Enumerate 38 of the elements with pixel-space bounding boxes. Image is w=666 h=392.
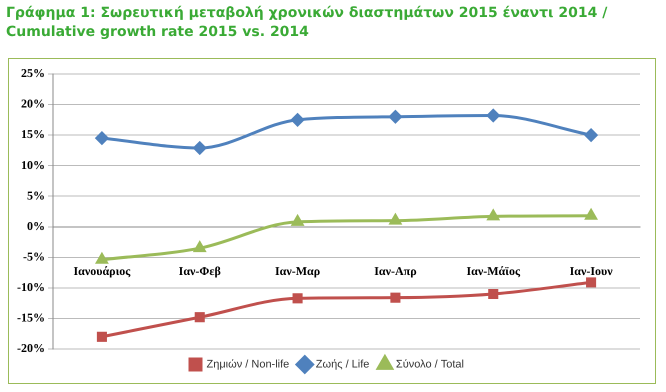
y-tick-label: -20% <box>16 341 45 356</box>
chart-title: Γράφημα 1: Σωρευτική μεταβολή χρονικών διαστημάτων 2015 έναντι 2014 / Cumulative growth rate 2015 vs. 2014 <box>6 4 608 42</box>
point <box>194 312 205 322</box>
y-tick-label: -5% <box>22 249 45 264</box>
point <box>291 113 304 126</box>
point <box>292 293 303 304</box>
legend-label: Ζημιών / Non-life <box>206 358 290 371</box>
y-tick-label: 15% <box>20 127 45 142</box>
y-tick-label: -15% <box>16 310 45 325</box>
point <box>390 214 402 225</box>
legend-label: Ζωής / Life <box>316 358 370 371</box>
y-tick-label: 20% <box>20 96 45 111</box>
x-tick-label: Ιαν-Φεβ <box>178 264 221 278</box>
point <box>388 110 402 124</box>
point <box>586 277 596 288</box>
point <box>96 332 107 342</box>
x-tick-label: Ιαν-Μάϊος <box>466 264 521 278</box>
x-tick-label: Ιαν-Ιουν <box>570 264 614 278</box>
point <box>584 128 598 142</box>
y-tick-label: 25% <box>20 66 45 80</box>
point <box>292 215 304 226</box>
point <box>193 141 206 154</box>
point <box>96 253 108 264</box>
point <box>390 292 400 303</box>
point <box>487 210 500 220</box>
y-tick-label: 5% <box>26 188 45 202</box>
y-tick-label: 10% <box>20 158 45 172</box>
legend-label: Σύνολο / Total <box>396 358 464 371</box>
x-tick-label: Ιαν-Απρ <box>374 264 417 278</box>
y-tick-label: -10% <box>16 280 45 294</box>
y-tick-label: 0% <box>26 218 45 233</box>
point <box>486 109 500 122</box>
point <box>585 209 597 220</box>
point <box>95 132 108 145</box>
point <box>488 288 498 300</box>
x-tick-label: Ιαν-Μαρ <box>274 264 320 278</box>
x-tick-label: Ιανουάριος <box>73 264 132 278</box>
point <box>194 242 206 252</box>
